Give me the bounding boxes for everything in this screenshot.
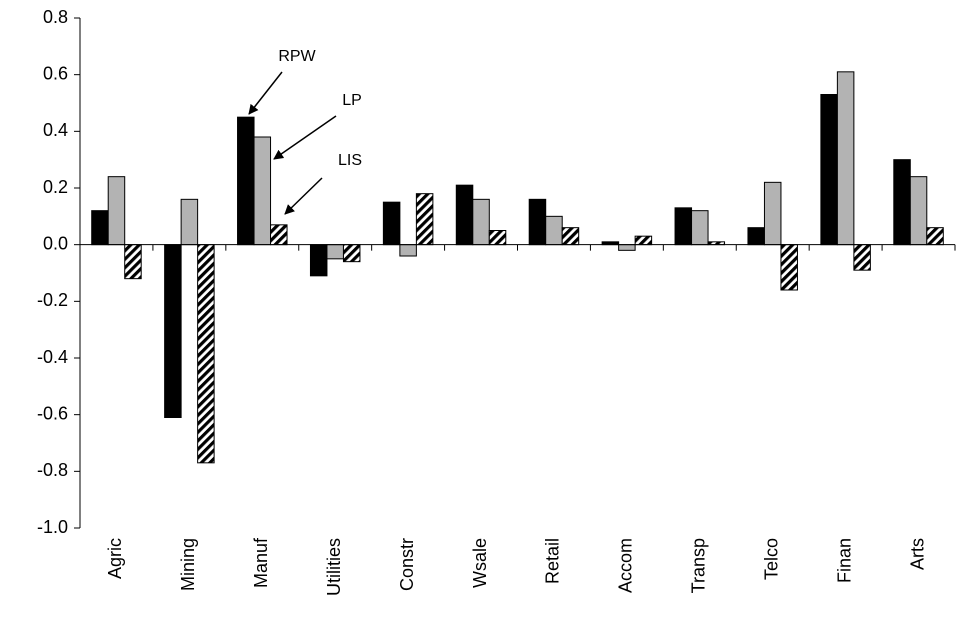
bar [780,244,798,291]
y-tick-label: 0.6 [43,63,68,83]
bar [618,244,636,251]
x-tick-label: Constr [397,538,417,591]
bar [415,193,434,246]
bar [382,201,401,246]
bar [926,227,944,246]
bar [853,244,871,271]
x-tick-label: Retail [543,538,563,584]
bar [253,136,272,246]
bar [180,198,199,246]
bar [691,210,709,246]
bar [836,71,855,246]
y-tick-label: -0.4 [37,347,68,367]
annotation-arrow [248,71,283,115]
bar [561,227,580,246]
bar [893,159,911,246]
annotation-arrow [284,177,323,215]
x-tick-label: Manuf [251,537,271,588]
bar [197,244,215,464]
bar [270,224,288,246]
annotation: LP [342,92,362,109]
bar [91,210,109,246]
y-tick-label: 0.0 [43,233,68,253]
bar [124,244,142,280]
bar [488,230,507,246]
y-tick-label: -0.8 [37,460,68,480]
bar [634,235,653,246]
bar [342,244,361,263]
y-tick-label: 0.4 [43,120,68,140]
x-tick-label: Arts [907,538,927,570]
bar [545,215,563,246]
x-tick-label: Accom [616,538,636,593]
bar [237,116,255,246]
bar [309,244,328,277]
y-tick-label: -0.2 [37,290,68,310]
annotation-arrow [273,115,337,160]
x-tick-label: Transp [689,538,709,593]
bar [820,94,838,246]
bar [528,198,547,246]
x-tick-label: Wsale [470,538,490,588]
bar [674,207,693,246]
annotation: RPW [278,48,316,65]
x-tick-label: Telco [761,538,781,580]
x-tick-label: Finan [834,538,854,583]
y-tick-label: -1.0 [37,517,68,537]
y-tick-label: 0.2 [43,177,68,197]
bar [909,176,928,246]
x-tick-label: Mining [178,538,198,591]
bar [326,244,344,260]
bar [107,176,126,246]
bar [763,181,782,246]
x-tick-label: Agric [105,538,125,579]
y-tick-label: -0.6 [37,403,68,423]
bar [747,227,765,246]
annotation: LIS [338,152,362,169]
y-tick-label: 0.8 [43,7,68,27]
bar [472,198,490,246]
x-tick-label: Utilities [324,538,344,596]
bar [455,184,474,246]
bar [399,244,417,257]
bar [164,244,182,418]
